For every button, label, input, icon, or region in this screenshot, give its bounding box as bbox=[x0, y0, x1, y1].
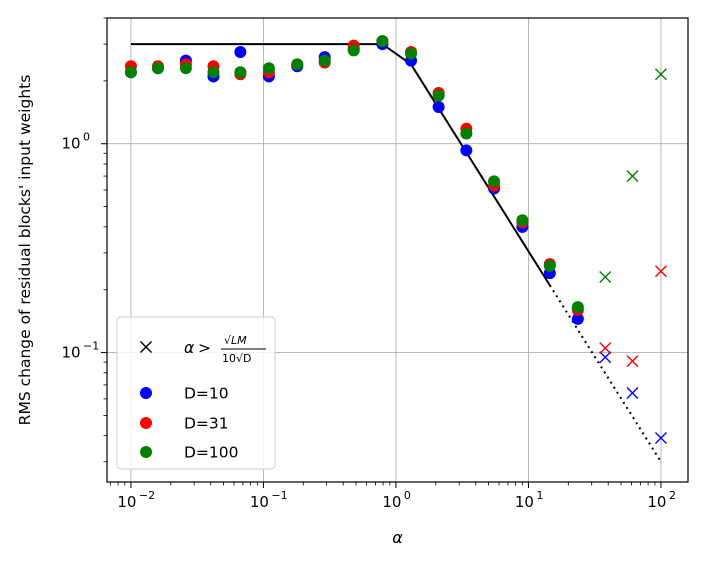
data-point-d-100 bbox=[516, 214, 529, 227]
legend-entry: D=31 bbox=[140, 415, 229, 433]
data-point-d-100 bbox=[488, 175, 501, 188]
legend-label-denominator: 10√D bbox=[222, 352, 251, 365]
legend-box bbox=[116, 316, 276, 470]
legend-marker-circle bbox=[140, 446, 152, 458]
data-point-d-10 bbox=[460, 144, 473, 157]
cross-stroke bbox=[140, 341, 152, 353]
series-layer bbox=[124, 35, 667, 444]
legend-label: D=31 bbox=[184, 415, 229, 433]
legend-marker-circle bbox=[140, 387, 152, 399]
theory-line-solid bbox=[130, 43, 551, 286]
cross-point-d-10 bbox=[654, 431, 667, 444]
data-point-d-10 bbox=[234, 45, 247, 58]
data-point-d-100 bbox=[207, 66, 220, 79]
cross-point-d-31 bbox=[599, 342, 612, 355]
x-tick-label-exponent: −1 bbox=[271, 489, 287, 502]
data-point-d-100 bbox=[376, 35, 389, 48]
x-tick-label: 10 bbox=[250, 493, 269, 511]
x-tick-label-exponent: 0 bbox=[404, 489, 411, 502]
x-tick-label: 10 bbox=[382, 493, 401, 511]
cross-point-d-100 bbox=[654, 68, 667, 81]
data-point-d-100 bbox=[405, 47, 418, 60]
x-tick-label: 10 bbox=[515, 493, 534, 511]
cross-point-d-10 bbox=[599, 351, 612, 364]
cross-point-d-31 bbox=[654, 265, 667, 278]
data-point-d-100 bbox=[151, 62, 164, 75]
cross-stroke bbox=[654, 265, 667, 278]
cross-stroke bbox=[599, 342, 612, 355]
y-tick-label-exponent: 0 bbox=[83, 131, 90, 144]
legend-label-alpha: α bbox=[184, 339, 194, 357]
data-point-d-100 bbox=[543, 259, 556, 272]
cross-point-d-10 bbox=[626, 387, 639, 400]
data-point-d-100 bbox=[124, 66, 137, 79]
cross-stroke bbox=[626, 387, 639, 400]
legend-entry: D=10 bbox=[140, 385, 229, 403]
legend-marker-circle bbox=[140, 417, 152, 429]
theory-line-dotted bbox=[548, 284, 662, 463]
ticks: 10 −2 10 −1 10 0 10 1 10 210 −110 0 bbox=[61, 17, 676, 511]
x-tick-label-exponent: 1 bbox=[536, 489, 543, 502]
data-point-d-100 bbox=[234, 66, 247, 79]
cross-stroke bbox=[654, 431, 667, 444]
legend-entry: D=100 bbox=[140, 444, 239, 462]
data-point-d-100 bbox=[318, 54, 331, 67]
x-axis-label: α bbox=[392, 528, 403, 547]
x-tick-label-exponent: 2 bbox=[669, 489, 676, 502]
y-tick-label: 10 bbox=[61, 135, 80, 153]
cross-stroke bbox=[626, 355, 639, 368]
data-point-d-100 bbox=[432, 89, 445, 102]
y-tick-label: 10 bbox=[61, 344, 80, 362]
legend-label-numerator: √LM bbox=[224, 334, 247, 347]
data-point-d-10 bbox=[432, 100, 445, 113]
data-point-d-100 bbox=[460, 127, 473, 140]
cross-point-d-100 bbox=[626, 170, 639, 183]
series-d-100 bbox=[124, 35, 667, 314]
x-tick-label: 10 bbox=[647, 493, 666, 511]
cross-stroke bbox=[599, 271, 612, 284]
data-point-d-100 bbox=[179, 62, 192, 75]
legend-label-gt: > bbox=[198, 339, 211, 357]
y-tick-label-exponent: −1 bbox=[83, 340, 99, 353]
x-tick-label: 10 bbox=[117, 493, 136, 511]
data-point-d-100 bbox=[347, 44, 360, 57]
plot-frame bbox=[106, 17, 689, 483]
cross-stroke bbox=[626, 170, 639, 183]
cross-point-d-100 bbox=[599, 271, 612, 284]
cross-stroke bbox=[654, 68, 667, 81]
legend-label: D=10 bbox=[184, 385, 229, 403]
legend-marker-cross bbox=[140, 341, 152, 353]
legend-label: D=100 bbox=[184, 444, 239, 462]
data-point-d-100 bbox=[291, 58, 304, 71]
x-tick-label-exponent: −2 bbox=[139, 489, 155, 502]
cross-point-d-31 bbox=[626, 355, 639, 368]
data-point-d-10 bbox=[571, 312, 584, 325]
y-axis-label: RMS change of residual blocks' input wei… bbox=[16, 75, 34, 426]
cross-stroke bbox=[599, 351, 612, 364]
data-point-d-100 bbox=[571, 301, 584, 314]
data-point-d-100 bbox=[262, 62, 275, 75]
